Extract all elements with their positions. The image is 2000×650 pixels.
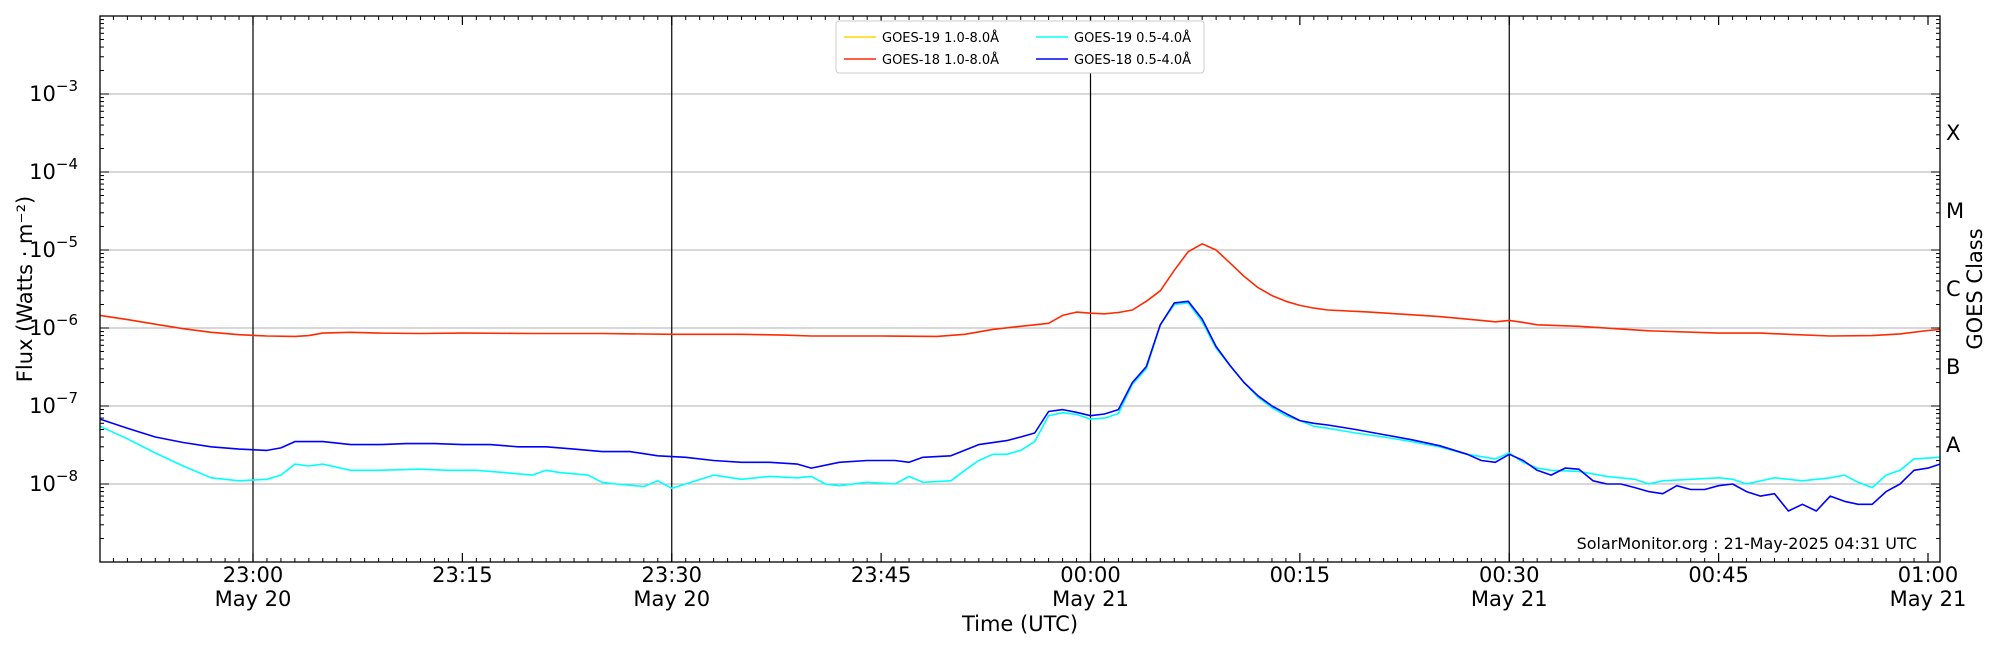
x-tick-date-label: May 20 — [633, 587, 710, 611]
legend-label-0: GOES-19 1.0-8.0Å — [882, 30, 999, 46]
legend: GOES-19 1.0-8.0Å GOES-18 1.0-8.0Å GOES-19 … — [835, 20, 1205, 74]
vertical-marker-lines — [252, 16, 1510, 562]
x-tick-label: 23:15 — [432, 563, 493, 587]
x-tick-label: 23:30 — [641, 563, 702, 587]
y-tick-label: 10−5 — [29, 233, 78, 262]
x-tick-label: 00:45 — [1688, 563, 1749, 587]
y-axis-title: Flux (Watts · m⁻²) — [13, 196, 37, 382]
y-tick-label: 10−4 — [29, 155, 78, 184]
legend-box — [835, 20, 1205, 74]
goes-class-label: C — [1946, 277, 1961, 301]
legend-label-3: GOES-18 0.5-4.0Å — [1074, 52, 1191, 68]
plot-frame — [99, 15, 1941, 563]
grid-lines — [100, 93, 1940, 485]
y2-axis-title: GOES Class — [1963, 228, 1987, 349]
x-tick-date-label: May 20 — [215, 587, 292, 611]
x-tick-label: 01:00 — [1898, 563, 1959, 587]
goes-class-labels: A B C M X — [1946, 121, 1964, 457]
x-tick-date-label: May 21 — [1890, 587, 1967, 611]
series-line-2 — [99, 302, 1941, 490]
legend-label-2: GOES-19 0.5-4.0Å — [1074, 30, 1191, 46]
y-tick-label: 10−3 — [29, 77, 78, 106]
legend-label-1: GOES-18 1.0-8.0Å — [882, 52, 999, 68]
goes-class-label: B — [1946, 355, 1960, 379]
y-tick-labels: 10−8 10−7 10−6 10−5 10−4 10−3 — [29, 77, 78, 496]
y-tick-label: 10−6 — [29, 311, 78, 340]
x-axis-title: Time (UTC) — [961, 612, 1078, 636]
x-tick-date-label: May 21 — [1471, 587, 1548, 611]
series-lines — [99, 243, 1941, 512]
goes-class-label: A — [1946, 433, 1961, 457]
goes-class-label: M — [1946, 199, 1964, 223]
credit-text: SolarMonitor.org : 21-May-2025 04:31 UTC — [1577, 534, 1917, 553]
x-tick-label: 23:45 — [851, 563, 912, 587]
x-tick-label: 00:00 — [1060, 563, 1121, 587]
series-line-3 — [99, 300, 1941, 512]
x-tick-label: 00:30 — [1479, 563, 1540, 587]
y-tick-label: 10−8 — [29, 467, 78, 496]
y-tick-label: 10−7 — [29, 389, 78, 418]
x-tick-label: 23:00 — [223, 563, 284, 587]
x-tick-label: 00:15 — [1270, 563, 1331, 587]
x-tick-date-label: May 21 — [1052, 587, 1129, 611]
goes-class-label: X — [1946, 121, 1960, 145]
axis-ticks — [100, 16, 1940, 563]
series-line-1 — [99, 243, 1941, 338]
